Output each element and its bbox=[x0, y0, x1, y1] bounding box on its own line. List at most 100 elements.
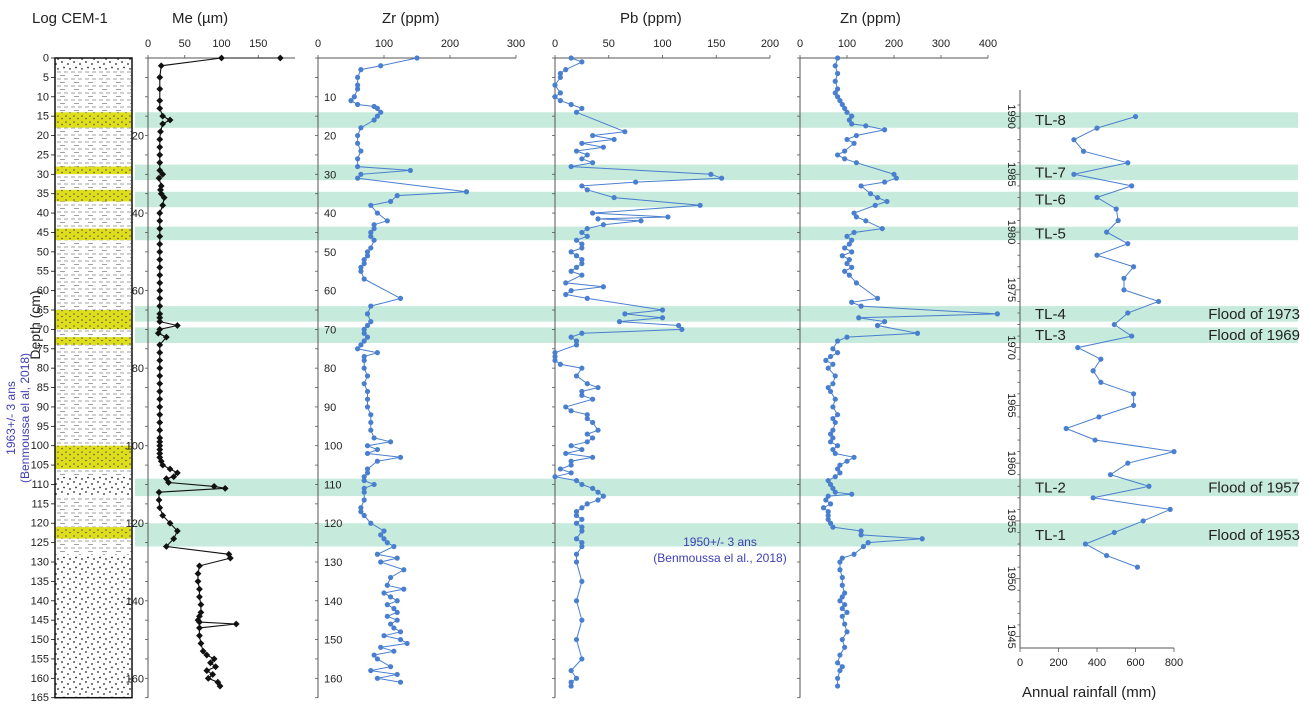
data-point bbox=[579, 140, 585, 146]
rainfall-point bbox=[1090, 495, 1096, 501]
data-point bbox=[361, 257, 367, 263]
data-point bbox=[584, 295, 590, 301]
data-point bbox=[391, 625, 397, 631]
data-point bbox=[166, 116, 174, 124]
log-unit-dash bbox=[55, 468, 132, 477]
depth-tick-label: 140 bbox=[126, 596, 144, 608]
data-point bbox=[557, 466, 563, 472]
log-tick-label: 10 bbox=[37, 91, 49, 103]
data-point bbox=[194, 578, 202, 585]
data-point bbox=[579, 330, 585, 336]
data-point bbox=[846, 272, 852, 278]
data-point bbox=[156, 287, 164, 295]
data-point bbox=[394, 193, 400, 199]
data-point bbox=[579, 245, 585, 251]
data-point bbox=[584, 187, 590, 193]
data-point bbox=[355, 101, 361, 108]
data-point bbox=[837, 667, 843, 674]
rainfall-point bbox=[1075, 345, 1081, 351]
label-tl-3: TL-3 bbox=[1035, 327, 1066, 344]
rainfall-point bbox=[1129, 183, 1135, 189]
data-point bbox=[708, 171, 714, 177]
series-line bbox=[822, 57, 998, 687]
chart-panels: 20 40 60 80 100 120 140 160 0 50 100 150 10 20 30 40 50 6… bbox=[126, 38, 1183, 699]
data-point bbox=[196, 632, 203, 640]
rainfall-point bbox=[1146, 483, 1152, 489]
data-point bbox=[371, 481, 377, 488]
depth-tick-label: 60 bbox=[324, 286, 336, 298]
rain-tick-label: 800 bbox=[1165, 657, 1183, 669]
data-point bbox=[209, 671, 217, 678]
data-point bbox=[823, 357, 829, 364]
data-point bbox=[218, 54, 225, 62]
data-point bbox=[156, 143, 164, 151]
data-point bbox=[858, 532, 864, 538]
log-tick-label: 40 bbox=[37, 208, 49, 220]
data-point bbox=[397, 295, 404, 301]
data-point bbox=[160, 194, 168, 201]
data-point bbox=[384, 602, 390, 608]
data-point bbox=[573, 636, 580, 643]
depth-tick-label: 100 bbox=[126, 441, 144, 453]
data-point bbox=[355, 140, 361, 146]
data-point bbox=[884, 198, 890, 205]
data-point bbox=[388, 574, 394, 581]
data-point bbox=[842, 148, 848, 154]
data-point bbox=[358, 268, 364, 274]
data-point bbox=[573, 373, 580, 379]
log-tick-label: 70 bbox=[37, 324, 49, 336]
data-point bbox=[364, 334, 371, 340]
data-point bbox=[378, 559, 384, 565]
data-point bbox=[364, 373, 371, 379]
data-point bbox=[404, 640, 410, 647]
data-point bbox=[210, 483, 218, 490]
data-point bbox=[579, 524, 585, 530]
depth-tick-label: 30 bbox=[324, 169, 336, 181]
data-point bbox=[568, 163, 574, 170]
data-point bbox=[839, 636, 845, 643]
log-tick-label: 50 bbox=[37, 246, 49, 258]
data-point bbox=[579, 656, 585, 662]
data-point bbox=[156, 159, 164, 167]
depth-tick-label: 20 bbox=[324, 131, 336, 143]
data-point bbox=[368, 412, 374, 418]
data-point bbox=[579, 229, 585, 236]
data-point bbox=[579, 183, 585, 189]
log-unit-dots bbox=[55, 554, 132, 698]
data-point bbox=[156, 380, 164, 388]
data-point bbox=[844, 109, 850, 115]
label-tl-4: TL-4 bbox=[1035, 306, 1066, 323]
data-point bbox=[849, 264, 855, 270]
flood-label: Flood of 1969 bbox=[1208, 327, 1300, 344]
data-point bbox=[374, 551, 380, 557]
rain-tick-label: 200 bbox=[1049, 657, 1067, 669]
data-point bbox=[891, 171, 897, 177]
rainfall-point bbox=[1104, 229, 1110, 235]
data-point bbox=[361, 474, 367, 480]
log-tick-label: 20 bbox=[37, 130, 49, 142]
data-point bbox=[827, 431, 834, 437]
data-point bbox=[361, 260, 367, 267]
data-point bbox=[849, 299, 855, 305]
log-tick-label: 155 bbox=[31, 653, 49, 665]
data-point bbox=[584, 431, 590, 437]
depth-axis-label: Depth (cm) bbox=[27, 290, 43, 359]
data-point bbox=[358, 148, 364, 154]
rainfall-point bbox=[1082, 541, 1089, 547]
data-point bbox=[835, 94, 841, 100]
data-point bbox=[579, 481, 585, 488]
depth-tick-label: 90 bbox=[324, 402, 336, 414]
log-unit-dash bbox=[55, 201, 132, 229]
data-point bbox=[374, 446, 380, 453]
depth-tick-label: 20 bbox=[132, 131, 144, 143]
data-point bbox=[552, 357, 558, 364]
log-tick-label: 55 bbox=[37, 266, 49, 278]
data-point bbox=[197, 640, 205, 647]
data-point bbox=[552, 350, 558, 356]
rainfall-point bbox=[1090, 368, 1096, 374]
data-point bbox=[874, 322, 881, 329]
rainfall-point bbox=[1130, 391, 1137, 397]
data-point bbox=[563, 291, 569, 298]
date-note-1950-line2: (Benmoussa el al., 2018) bbox=[653, 551, 786, 565]
data-point bbox=[579, 446, 585, 453]
